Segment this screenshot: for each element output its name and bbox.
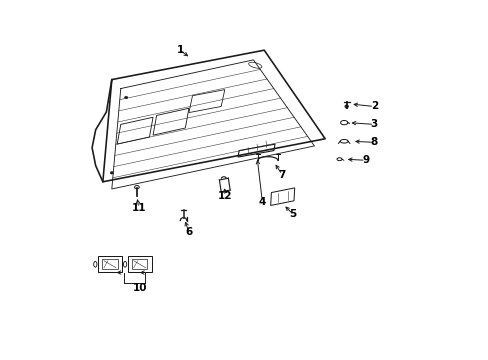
Text: 9: 9 (362, 155, 368, 165)
Text: 2: 2 (370, 102, 377, 112)
Ellipse shape (345, 105, 347, 108)
Ellipse shape (110, 172, 113, 174)
Text: 6: 6 (185, 227, 192, 237)
Text: 10: 10 (133, 283, 147, 293)
Text: 3: 3 (370, 120, 377, 129)
Text: 7: 7 (278, 170, 285, 180)
Text: 4: 4 (258, 197, 265, 207)
Text: 11: 11 (131, 203, 145, 213)
Ellipse shape (124, 96, 127, 99)
Text: 12: 12 (217, 191, 231, 201)
Text: 5: 5 (289, 209, 296, 219)
Text: 1: 1 (176, 45, 183, 55)
Text: 8: 8 (370, 138, 377, 147)
